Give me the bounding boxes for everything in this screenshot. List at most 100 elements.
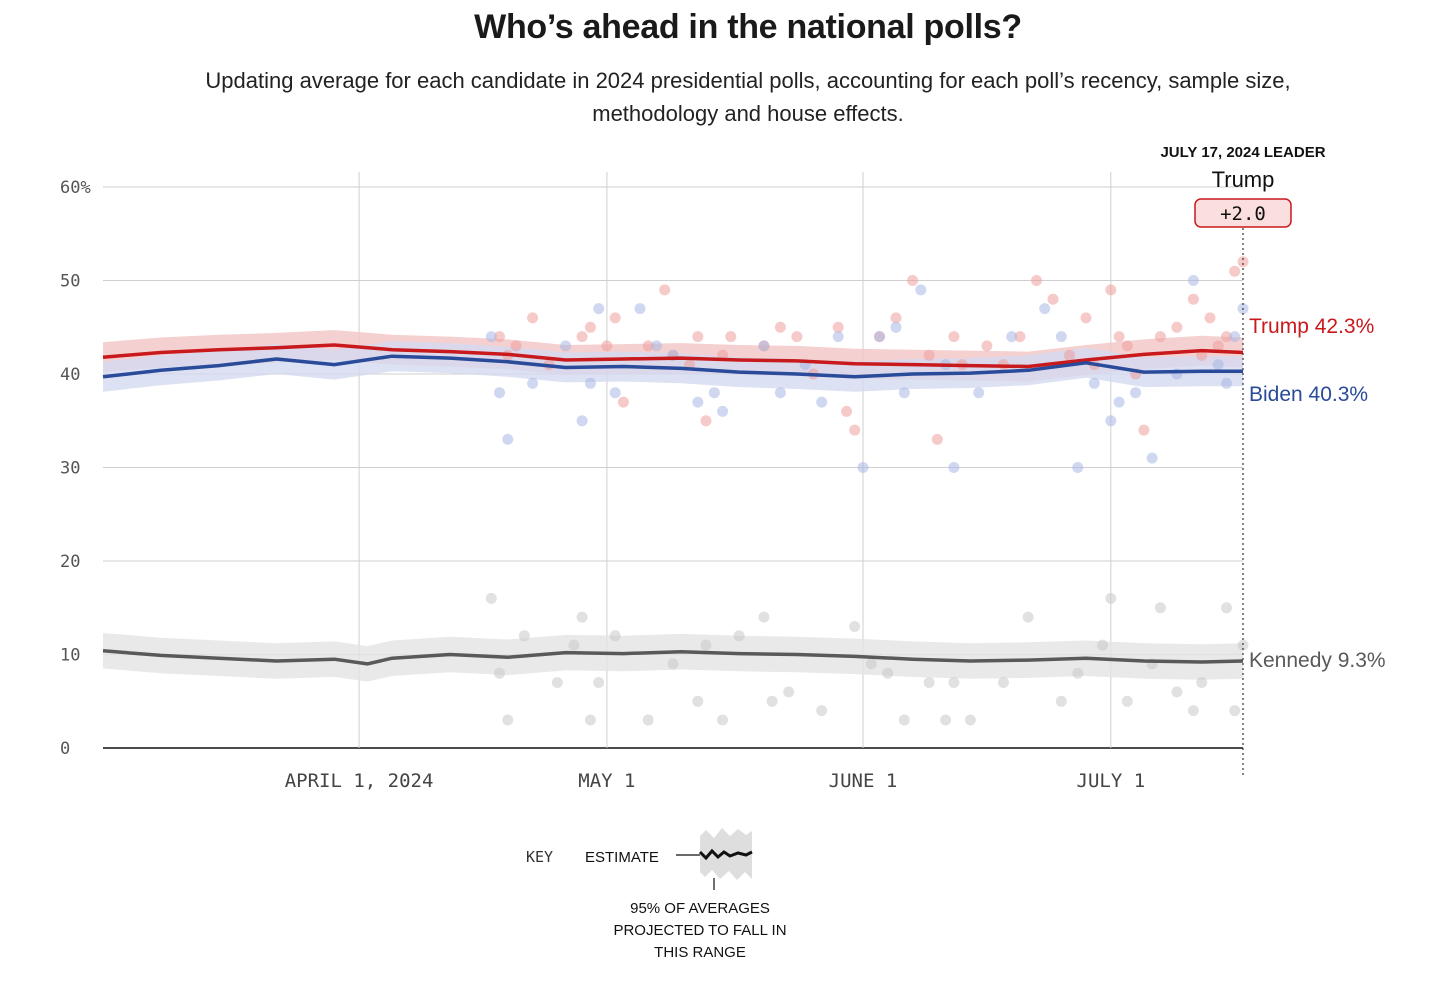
kennedy-poll-dot	[584, 714, 596, 726]
trump-poll-dot	[890, 312, 902, 324]
biden-poll-dot	[1088, 377, 1100, 389]
leader-date: JULY 17, 2024 LEADER	[1160, 144, 1325, 161]
kennedy-poll-dot	[593, 677, 605, 688]
trump-poll-dot	[1113, 331, 1125, 343]
trump-poll-dot	[1221, 331, 1232, 343]
trump-poll-dot	[601, 340, 613, 352]
key-estimate-label: ESTIMATE	[585, 849, 659, 866]
y-tick-label: 60%	[60, 178, 91, 198]
y-tick-label: 30	[60, 459, 80, 479]
kennedy-poll-dot	[692, 695, 704, 707]
chart-key: KEY ESTIMATE 95% OF AVERAGES PROJECTED T…	[526, 828, 787, 961]
biden-poll-dot	[1072, 462, 1084, 473]
trump-poll-dot	[617, 396, 629, 408]
x-tick-label: MAY 1	[578, 770, 635, 792]
biden-poll-dot	[1055, 331, 1067, 343]
trump-poll-dot	[1171, 321, 1183, 333]
trump-average-line	[102, 343, 1244, 369]
biden-poll-dot	[857, 462, 869, 473]
biden-poll-dot	[1039, 303, 1051, 315]
kennedy-poll-dot	[494, 667, 505, 679]
kennedy-poll-dot	[816, 705, 828, 717]
biden-poll-dot	[1113, 396, 1125, 408]
kennedy-poll-dot	[609, 630, 621, 642]
kennedy-poll-dot	[1171, 686, 1183, 698]
biden-poll-dot	[651, 340, 662, 352]
biden-average-line	[102, 354, 1243, 379]
kennedy-poll-dot	[1072, 667, 1084, 679]
biden-poll-dot	[774, 387, 786, 399]
chart-title: Who’s ahead in the national polls?	[474, 8, 1022, 46]
trump-poll-dot	[1014, 331, 1026, 343]
trump-poll-dot	[609, 312, 621, 324]
trump-poll-dot	[931, 433, 943, 445]
leader-margin-badge	[1194, 198, 1292, 228]
trump-poll-dot	[510, 340, 522, 352]
biden-poll-dot	[1006, 331, 1018, 343]
chart-subtitle: Updating average for each candidate in 2…	[205, 68, 1291, 126]
kennedy-poll-dot	[502, 714, 514, 726]
key-band-line-2: PROJECTED TO FALL IN	[613, 922, 786, 939]
trump-poll-dot	[1080, 312, 1092, 324]
kennedy-poll-dot	[1221, 602, 1232, 614]
trump-poll-dot	[1154, 331, 1166, 343]
biden-poll-dot	[832, 331, 844, 343]
kennedy-poll-dot	[1196, 677, 1208, 688]
trump-poll-dot	[948, 331, 960, 343]
key-band-line-3: THIS RANGE	[654, 944, 746, 961]
trump-poll-dot	[1229, 265, 1241, 277]
biden-poll-dot	[527, 377, 539, 389]
kennedy-poll-dot	[700, 639, 712, 651]
kennedy-poll-dot	[568, 639, 580, 651]
trump-poll-dot	[527, 312, 539, 324]
kennedy-poll-dot	[1237, 639, 1249, 651]
biden-poll-dot	[948, 462, 960, 473]
kennedy-poll-dot	[1187, 705, 1199, 717]
biden-poll-dot	[593, 303, 605, 315]
biden-poll-dot	[708, 387, 720, 399]
trump-poll-dot	[642, 340, 654, 352]
key-title: KEY	[526, 848, 553, 866]
kennedy-poll-dot	[1229, 705, 1241, 717]
trump-poll-dot	[1187, 293, 1199, 305]
y-tick-label: 0	[60, 739, 70, 759]
biden-poll-dot	[494, 387, 505, 399]
y-tick-label: 10	[60, 646, 80, 666]
trump-poll-dot	[584, 321, 596, 333]
biden-poll-dot	[634, 303, 646, 315]
kennedy-poll-dot	[1022, 611, 1034, 623]
x-tick-label: JUNE 1	[829, 770, 898, 792]
kennedy-poll-dot	[551, 677, 563, 688]
kennedy-poll-dot	[898, 714, 910, 726]
key-band-line-1: 95% OF AVERAGES	[630, 900, 770, 917]
kennedy-poll-dot	[849, 621, 861, 632]
trump-poll-dot	[832, 321, 844, 333]
biden-poll-dot	[874, 331, 885, 343]
biden-poll-dot	[717, 405, 729, 417]
biden-poll-dot	[1229, 331, 1241, 343]
kennedy-poll-dot	[997, 677, 1009, 688]
kennedy-poll-dot	[940, 714, 952, 726]
biden-end-label: Biden 40.3%	[1249, 383, 1368, 406]
trump-poll-dot	[692, 331, 704, 343]
trump-poll-dot	[1237, 256, 1249, 268]
trump-poll-dot	[725, 331, 737, 343]
trump-poll-dot	[1064, 349, 1075, 361]
kennedy-poll-dot	[1105, 592, 1117, 604]
biden-poll-dot	[1221, 377, 1232, 389]
kennedy-poll-dot	[667, 658, 679, 670]
biden-poll-dot	[973, 387, 985, 399]
kennedy-poll-dot	[758, 611, 770, 623]
biden-poll-dot	[609, 387, 621, 399]
kennedy-poll-dot	[642, 714, 654, 726]
biden-poll-dot	[1130, 387, 1142, 399]
trump-poll-dot	[1031, 275, 1042, 286]
kennedy-poll-dot	[518, 630, 530, 642]
kennedy-poll-dot	[766, 695, 778, 707]
kennedy-poll-dot	[717, 714, 729, 726]
trump-poll-dot	[1047, 293, 1059, 305]
kennedy-poll-dot	[1097, 639, 1109, 651]
trump-poll-dot	[981, 340, 993, 352]
kennedy-poll-dot	[923, 677, 935, 688]
